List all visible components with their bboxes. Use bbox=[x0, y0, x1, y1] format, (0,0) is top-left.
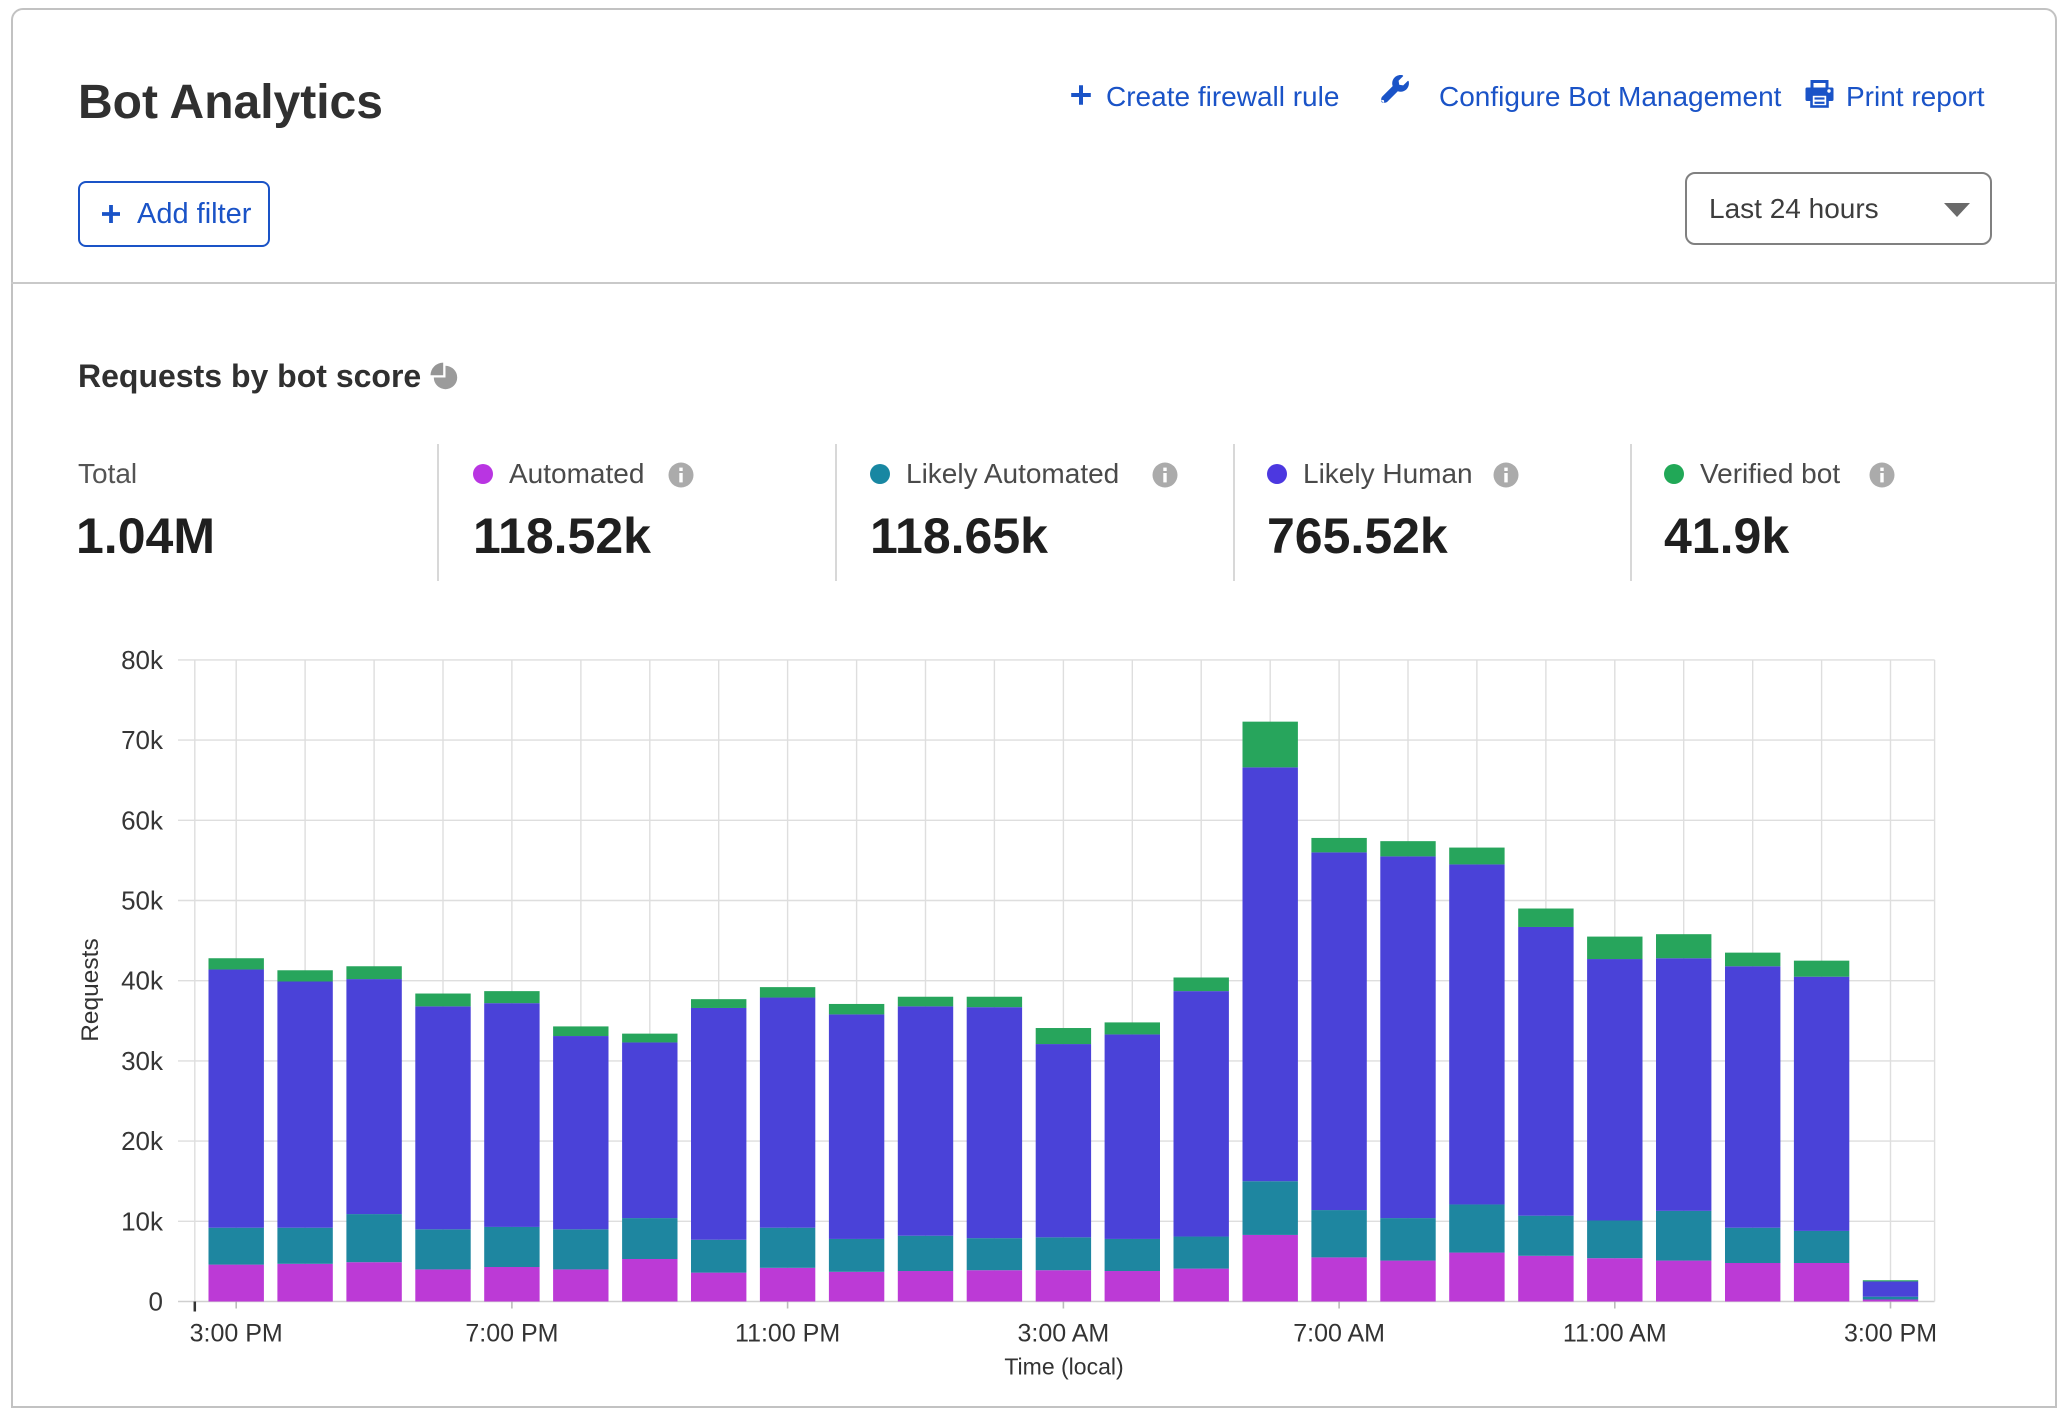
svg-text:20k: 20k bbox=[121, 1126, 164, 1156]
svg-text:10k: 10k bbox=[121, 1206, 164, 1236]
svg-text:3:00 PM: 3:00 PM bbox=[190, 1320, 283, 1348]
svg-text:11:00 PM: 11:00 PM bbox=[735, 1320, 840, 1348]
svg-text:0: 0 bbox=[149, 1287, 163, 1317]
svg-text:7:00 PM: 7:00 PM bbox=[465, 1320, 558, 1348]
svg-text:50k: 50k bbox=[121, 886, 164, 916]
svg-text:30k: 30k bbox=[121, 1046, 164, 1076]
svg-text:60k: 60k bbox=[121, 805, 164, 835]
svg-text:80k: 80k bbox=[121, 645, 164, 675]
svg-text:Time (local): Time (local) bbox=[1004, 1354, 1123, 1380]
svg-text:7:00 AM: 7:00 AM bbox=[1293, 1320, 1385, 1348]
svg-text:Requests: Requests bbox=[77, 938, 104, 1042]
svg-text:40k: 40k bbox=[121, 966, 164, 996]
svg-text:3:00 PM: 3:00 PM bbox=[1844, 1320, 1937, 1348]
svg-text:70k: 70k bbox=[121, 725, 164, 755]
svg-text:3:00 AM: 3:00 AM bbox=[1018, 1320, 1110, 1348]
svg-text:11:00 AM: 11:00 AM bbox=[1563, 1320, 1667, 1348]
